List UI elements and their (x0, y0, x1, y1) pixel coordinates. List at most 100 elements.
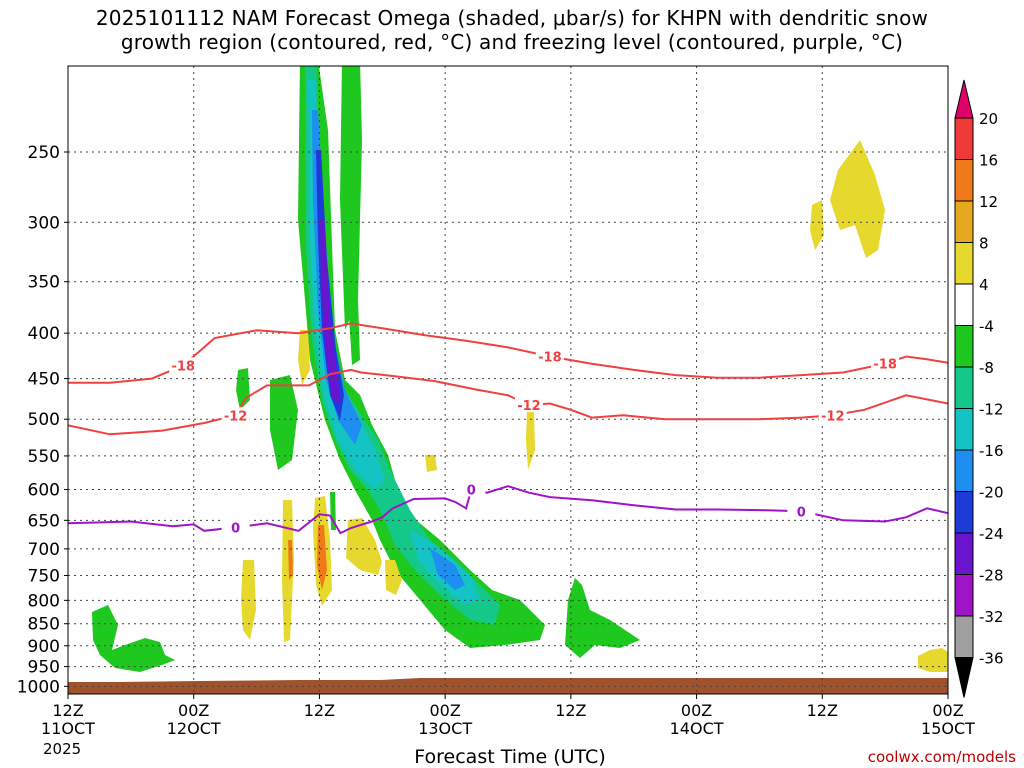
colorbar-segment (954, 491, 974, 534)
colorbar-label: -28 (979, 567, 1004, 585)
omega-region-23 (385, 560, 402, 595)
colorbar-segment (954, 242, 974, 285)
contour-line (68, 485, 948, 535)
y-tick-label: 700 (28, 540, 60, 560)
contour-label-bg (535, 348, 564, 364)
omega-region-7 (430, 548, 465, 590)
omega-region-16 (298, 330, 310, 385)
contour-line (68, 322, 948, 384)
omega-region-24 (425, 455, 437, 472)
omega-region-4 (308, 80, 385, 490)
y-tick-label: 450 (28, 370, 60, 390)
x-tick-date-label: 12OCT (167, 719, 221, 738)
contour-label-bg (818, 407, 847, 423)
contour-label-bg (457, 481, 486, 497)
terrain-ground (68, 678, 948, 694)
x-axis-label: Forecast Time (UTC) (414, 746, 606, 768)
contour-label-bg (221, 407, 250, 423)
colorbar-label: 4 (979, 276, 989, 294)
omega-region-8 (316, 150, 344, 420)
omega-region-13 (330, 492, 336, 530)
x-tick-date-label: 14OCT (670, 719, 724, 738)
y-tick-label: 650 (28, 511, 60, 531)
colorbar-label: -4 (979, 318, 994, 336)
x-tick-label: 12Z (807, 701, 838, 720)
y-tick-label: 600 (28, 480, 60, 500)
omega-region-10 (348, 300, 360, 365)
y-tick-label: 950 (28, 658, 60, 678)
colorbar-segment (954, 325, 974, 368)
contour-line (68, 368, 948, 436)
contour-label: 0 (797, 505, 806, 520)
colorbar-label: 12 (979, 193, 998, 211)
colorbar-segment (954, 283, 974, 326)
contour-label: -12 (821, 409, 845, 424)
colorbar-segment (954, 615, 974, 658)
contour-label-bg (169, 357, 198, 373)
omega-region-22 (346, 518, 382, 575)
y-tick-label: 850 (28, 615, 60, 635)
y-tick-label: 1000 (17, 677, 60, 697)
y-tick-label: 350 (28, 273, 60, 293)
contour-label: 0 (467, 483, 476, 498)
colorbar-segment (954, 159, 974, 202)
y-tick-label: 750 (28, 566, 60, 586)
x-tick-label: 12Z (304, 701, 335, 720)
colorbar-label: -16 (979, 442, 1004, 460)
omega-region-2 (340, 66, 362, 330)
y-tick-label: 900 (28, 637, 60, 657)
x-tick-label: 00Z (681, 701, 712, 720)
omega-region-17 (830, 140, 885, 258)
y-tick-label: 800 (28, 591, 60, 611)
contour-label-bg (514, 397, 543, 413)
colorbar-segment (954, 532, 974, 575)
x-tick-label: 00Z (429, 701, 460, 720)
contour-label: -18 (171, 360, 195, 375)
colorbar-segment (954, 117, 974, 160)
y-tick-label: 400 (28, 324, 60, 344)
colorbar-bottom-arrow (954, 657, 974, 698)
contour-label: -18 (873, 358, 897, 373)
colorbar-segment (954, 574, 974, 617)
x-tick-label: 12Z (52, 701, 83, 720)
omega-region-19 (282, 500, 294, 642)
colorbar-label: -8 (979, 359, 994, 377)
y-tick-label: 300 (28, 213, 60, 233)
colorbar-label: -12 (979, 401, 1004, 419)
contour-label: -18 (538, 351, 562, 366)
colorbar-label: 16 (979, 152, 998, 170)
omega-region-14 (92, 605, 175, 672)
colorbar-label: 20 (979, 110, 998, 128)
x-tick-date-label: 13OCT (418, 719, 472, 738)
y-tick-label: 250 (28, 143, 60, 163)
x-tick-label: 00Z (932, 701, 963, 720)
omega-region-11 (270, 375, 298, 470)
x-tick-date-label: 11OCT (41, 719, 95, 738)
colorbar-label: -32 (979, 608, 1004, 626)
x-tick-label: 12Z (555, 701, 586, 720)
colorbar-segment (954, 366, 974, 409)
omega-region-6 (312, 110, 362, 445)
omega-region-18 (810, 200, 824, 250)
omega-region-3 (305, 66, 500, 625)
omega-region-9 (320, 220, 340, 405)
colorbar-label: -24 (979, 525, 1004, 543)
x-tick-date-label: 15OCT (921, 719, 975, 738)
plot-frame (67, 65, 949, 695)
chart-title: 2025101112 NAM Forecast Omega (shaded, μ… (95, 6, 929, 54)
y-tick-label: 500 (28, 410, 60, 430)
colorbar-segment (954, 449, 974, 492)
omega-region-12 (236, 368, 250, 410)
omega-region-26 (918, 648, 948, 672)
contour-label: 0 (231, 521, 240, 536)
contour-label-bg (871, 355, 900, 371)
omega-region-27 (288, 540, 293, 580)
x-tick-label: 00Z (178, 701, 209, 720)
colorbar-label: 8 (979, 235, 989, 253)
colorbar-top-arrow (954, 79, 974, 119)
year-label: 2025 (43, 740, 82, 758)
contour-label: -12 (224, 409, 248, 424)
colorbar-label: -20 (979, 484, 1004, 502)
omega-region-25 (526, 410, 535, 470)
